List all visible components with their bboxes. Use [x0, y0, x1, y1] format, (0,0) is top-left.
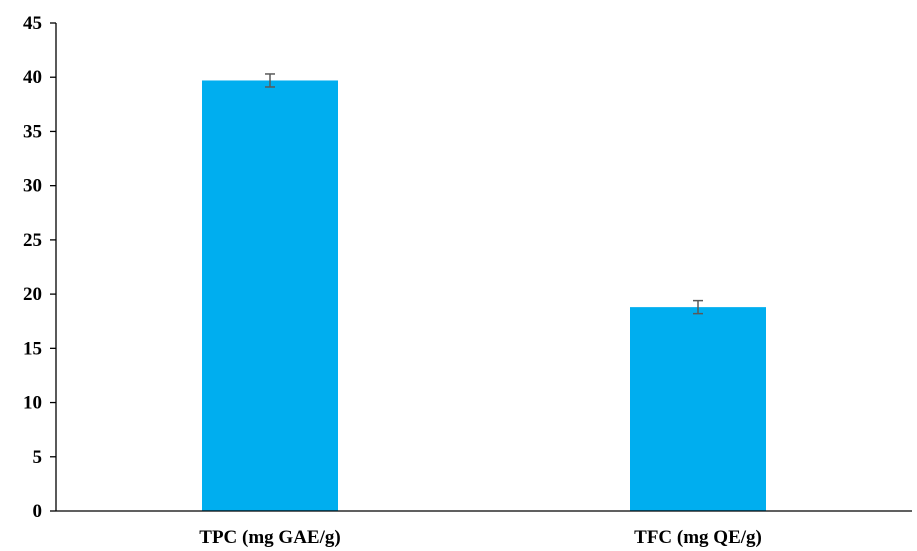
y-tick-label: 0 [33, 501, 43, 522]
y-tick-label: 25 [23, 230, 42, 251]
y-tick-label: 10 [23, 393, 42, 414]
x-category-label: TFC (mg QE/g) [634, 527, 762, 548]
bars [202, 80, 766, 511]
y-tick-label: 15 [23, 338, 42, 359]
bar [202, 80, 338, 511]
y-tick-label: 45 [23, 13, 42, 34]
error-bar [693, 299, 703, 315]
y-tick-label: 40 [23, 67, 42, 88]
x-axis-labels: TPC (mg GAE/g) TFC (mg QE/g) [199, 527, 762, 548]
y-tick-label: 30 [23, 176, 42, 197]
y-tick-label: 35 [23, 121, 42, 142]
bar [630, 307, 766, 511]
y-axis-ticks: 0 5 10 15 20 25 30 35 40 45 [23, 13, 56, 522]
error-bars [265, 73, 703, 315]
x-category-label: TPC (mg GAE/g) [199, 527, 340, 548]
y-tick-label: 20 [23, 284, 42, 305]
y-tick-label: 5 [33, 447, 43, 468]
error-bar [265, 73, 275, 88]
